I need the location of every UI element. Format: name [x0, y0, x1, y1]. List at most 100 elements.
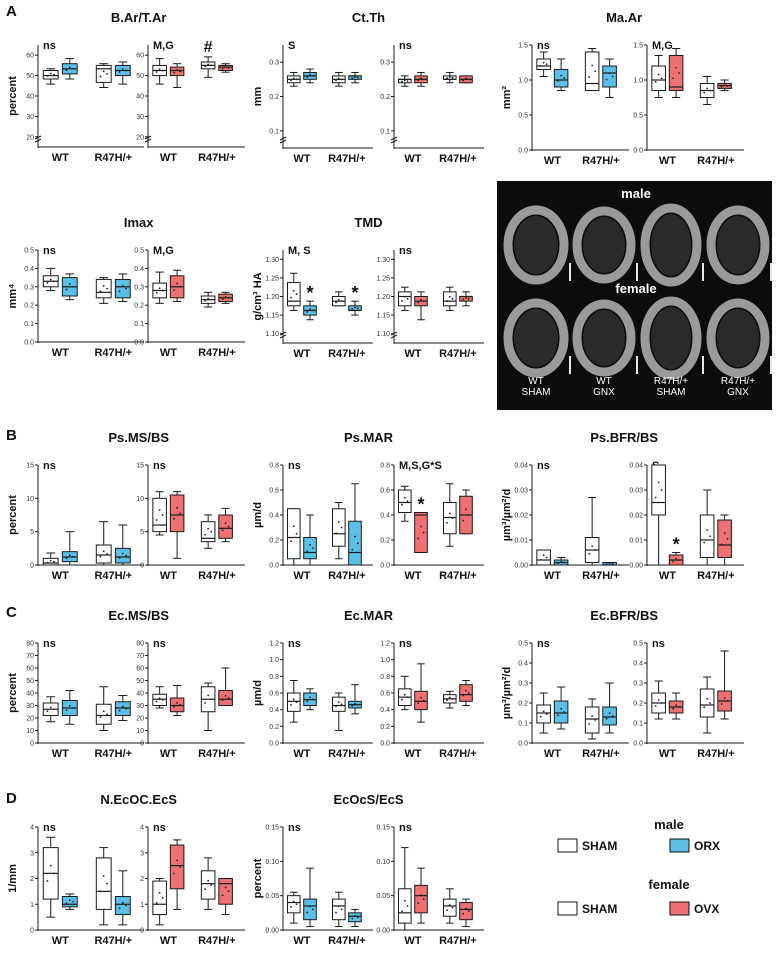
y-tick-label: 1.15	[265, 313, 279, 320]
x-category-label: R47H/+	[582, 570, 620, 582]
data-point	[448, 696, 451, 699]
y-tick-label: 1.25	[265, 275, 279, 282]
data-point	[99, 290, 102, 293]
x-category-label: WT	[544, 570, 561, 582]
chart-title: Ct.Th	[352, 10, 385, 25]
data-point	[605, 563, 608, 566]
data-point	[53, 872, 55, 875]
y-tick-label: 30	[136, 703, 144, 710]
box-body	[169, 494, 185, 533]
y-tick-label: 0.10	[376, 859, 390, 866]
data-point	[204, 702, 207, 704]
stat-annotation: S	[288, 40, 295, 52]
data-point	[726, 700, 729, 702]
y-tick-label: 20	[26, 716, 34, 723]
data-point	[465, 907, 467, 910]
y-tick-label: 0.3	[380, 60, 390, 67]
box-body	[303, 898, 317, 921]
data-point	[422, 898, 425, 900]
y-tick-label: 0.5	[633, 113, 643, 120]
data-point	[401, 80, 403, 83]
y-axis-label: mm⁴	[7, 283, 19, 308]
data-point	[605, 78, 608, 81]
y-tick-label: 5	[30, 529, 34, 536]
box-body	[584, 706, 600, 734]
data-point	[451, 297, 454, 300]
data-point	[594, 719, 597, 721]
y-tick-label: 0.0	[518, 148, 528, 155]
y-tick-label: 0.2	[269, 94, 279, 101]
y-tick-label: 1.5	[633, 43, 643, 50]
x-category-label: WT	[160, 152, 177, 164]
chart-panel: 0.0 0.1 0.2 0.3 0.4 0.5 WT R47H/+ ns	[633, 638, 744, 760]
data-point	[99, 716, 102, 719]
y-axis-label: percent	[7, 673, 19, 713]
data-point	[560, 707, 562, 710]
box-body	[169, 697, 185, 713]
x-category-label: R47H/+	[94, 570, 132, 582]
data-point	[210, 298, 213, 301]
stat-annotation: M,G	[153, 40, 174, 52]
data-point	[68, 899, 71, 902]
x-category-label: WT	[404, 748, 421, 760]
box-body	[95, 64, 112, 83]
data-point	[594, 70, 597, 73]
data-point	[356, 542, 359, 545]
box-body	[699, 514, 715, 558]
bone-marrow-area	[651, 214, 691, 276]
data-point	[588, 723, 591, 725]
data-point	[420, 525, 422, 528]
y-tick-label: 0.8	[380, 674, 390, 681]
data-point	[173, 71, 176, 74]
box-body	[95, 544, 112, 564]
y-tick-label: 0.05	[265, 893, 279, 900]
stat-annotation: ns	[43, 638, 56, 650]
y-tick-label: 0.5	[24, 248, 34, 255]
data-point	[337, 701, 340, 704]
data-point	[720, 85, 723, 88]
data-point	[221, 894, 224, 897]
data-point	[563, 77, 565, 80]
data-point	[672, 77, 675, 80]
x-category-label: R47H/+	[198, 935, 236, 947]
x-category-label: WT	[293, 935, 310, 947]
legend-female-sham-label: SHAM	[582, 902, 617, 916]
data-point	[227, 697, 230, 699]
y-tick-label: 0.5	[633, 641, 643, 648]
y-tick-label: 0.4	[269, 513, 279, 520]
data-point	[65, 288, 68, 291]
data-point	[337, 520, 340, 523]
data-point	[179, 703, 181, 706]
data-point	[403, 496, 406, 499]
data-point	[467, 910, 470, 913]
axis-break	[390, 136, 398, 141]
y-tick-label: 60	[26, 53, 34, 60]
data-point	[545, 63, 548, 66]
data-point	[53, 73, 55, 76]
box-body	[414, 690, 428, 711]
chart-title: TMD	[354, 215, 382, 230]
micro-ct-column-label: R47H/+ SHAM	[654, 376, 688, 398]
box-body	[200, 521, 216, 543]
data-point	[176, 69, 179, 71]
stat-annotation: ns	[288, 460, 301, 472]
micro-ct-male-label: male	[621, 186, 651, 201]
data-point	[335, 532, 337, 535]
data-point	[179, 866, 181, 868]
chart-panel: 0.00 0.01 0.02 0.03 0.04 WT R47H/+ ns Ps.BFR/BS µ…	[501, 430, 658, 582]
y-axis-label: µm³/µm²/d	[501, 667, 513, 719]
y-tick-label: 60	[136, 53, 144, 60]
data-point	[678, 559, 680, 561]
x-category-label: R47H/+	[94, 152, 132, 164]
data-point	[542, 554, 545, 557]
data-point	[467, 692, 470, 694]
y-tick-label: 0	[140, 563, 144, 570]
data-point	[306, 550, 309, 553]
data-point	[227, 890, 230, 893]
y-tick-label: 0.0	[269, 563, 279, 570]
y-tick-label: 1	[140, 902, 144, 909]
data-point	[448, 76, 451, 79]
box-body	[553, 700, 569, 724]
data-point	[354, 702, 356, 705]
